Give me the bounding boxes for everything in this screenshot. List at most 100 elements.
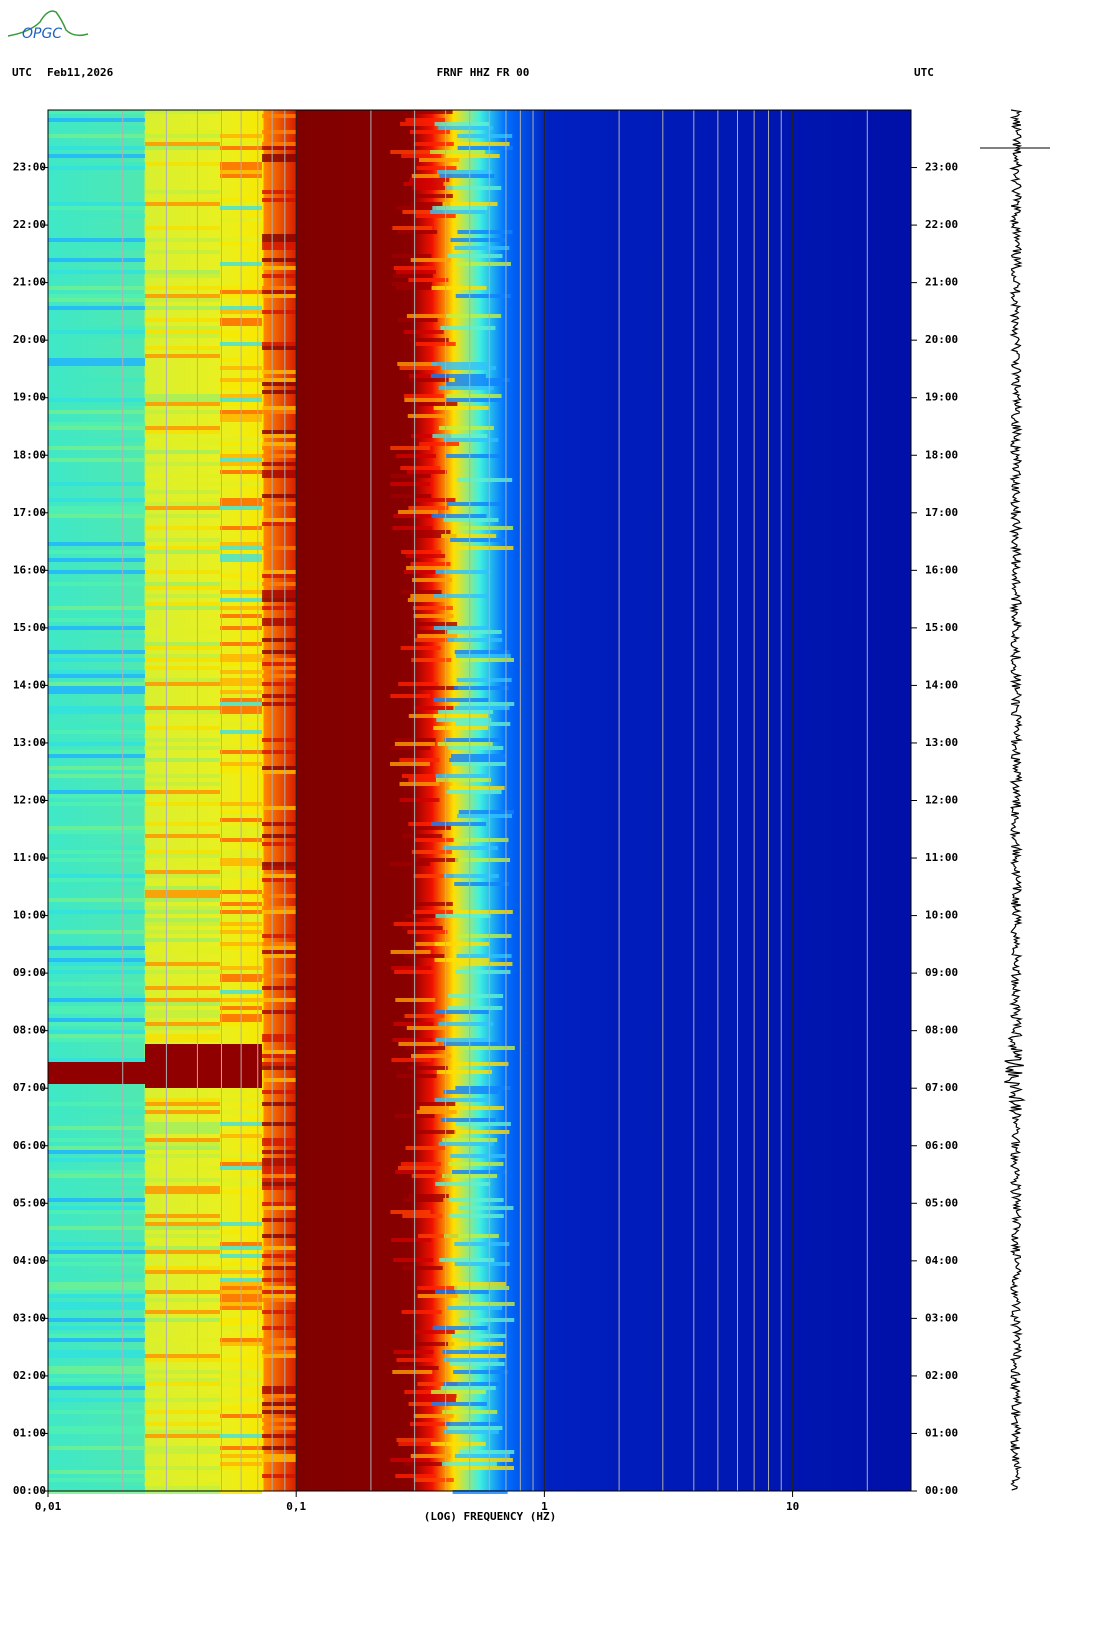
- spectrogram-stripe: [145, 1146, 220, 1150]
- plot-frame: [47, 109, 912, 1492]
- spectrogram-stripe: [145, 134, 220, 138]
- spectrogram-stripe: [392, 526, 433, 530]
- spectrogram-stripe: [145, 550, 220, 554]
- spectrogram-stripe: [395, 1170, 436, 1174]
- y-tick-label-left: 02:00: [13, 1369, 46, 1382]
- spectrogram-stripe: [145, 710, 220, 714]
- spectrogram-stripe: [455, 1086, 511, 1090]
- spectrogram-stripe: [48, 154, 145, 158]
- spectrogram-stripe: [390, 1210, 431, 1214]
- spectrogram-stripe: [145, 334, 220, 338]
- spectrogram-stripe: [262, 842, 296, 846]
- spectrogram-stripe: [404, 954, 445, 958]
- spectrogram-stripe: [262, 146, 296, 150]
- spectrogram-stripe: [262, 1246, 296, 1250]
- spectrogram-stripe: [145, 1466, 220, 1470]
- spectrogram-stripe: [48, 286, 145, 290]
- spectrogram-stripe: [145, 1266, 220, 1270]
- spectrogram-stripe: [262, 242, 296, 246]
- spectrogram-stripe: [391, 282, 432, 286]
- y-tick-label-left: 05:00: [13, 1196, 46, 1209]
- spectrogram-stripe: [457, 910, 513, 914]
- spectrogram-stripe: [48, 1386, 145, 1390]
- spectrogram-stripe: [145, 1310, 220, 1314]
- spectrogram-stripe: [412, 194, 453, 198]
- spectrogram-stripe: [145, 1338, 220, 1342]
- spectrogram-stripe: [145, 330, 220, 334]
- spectrogram-stripe: [48, 930, 145, 934]
- spectrogram-stripe: [262, 522, 296, 526]
- spectrogram-stripe: [48, 334, 145, 338]
- y-tick-label-right: 22:00: [925, 218, 958, 231]
- spectrogram-stripe: [262, 974, 296, 978]
- y-tick-label-right: 01:00: [925, 1426, 958, 1439]
- chart-title: FRNF HHZ FR 00: [437, 66, 530, 79]
- spectrogram-stripe: [459, 1302, 515, 1306]
- spectrogram-stripe: [48, 958, 145, 962]
- spectrogram-stripe: [417, 402, 458, 406]
- spectrogram-stripe: [145, 862, 220, 866]
- spectrogram-stripe: [145, 1270, 220, 1274]
- spectrogram-stripe: [48, 1030, 145, 1034]
- spectrogram-stripe: [48, 830, 145, 834]
- spectrogram-stripe: [48, 982, 145, 986]
- spectrogram-stripe: [262, 246, 296, 250]
- spectrogram-stripe: [458, 526, 514, 530]
- spectrogram-stripe: [262, 1182, 296, 1186]
- y-tick-label-right: 02:00: [925, 1369, 958, 1382]
- spectrogram-stripe: [262, 1162, 296, 1166]
- spectrogram-stripe: [262, 1446, 296, 1450]
- spectrogram-stripe: [48, 1186, 145, 1190]
- spectrogram-stripe: [145, 398, 220, 402]
- spectrogram-stripe: [450, 538, 506, 542]
- spectrogram-stripe: [454, 882, 510, 886]
- spectrogram-stripe: [438, 126, 494, 130]
- spectrogram-stripe: [48, 206, 145, 210]
- spectrogram-stripe: [145, 474, 220, 478]
- spectrogram-stripe: [262, 1354, 296, 1358]
- spectrogram-stripe: [145, 950, 220, 954]
- spectrogram-stripe: [220, 1490, 262, 1494]
- spectrogram-stripe: [48, 802, 145, 806]
- spectrogram-stripe: [262, 1338, 296, 1342]
- spectrogram-stripe: [262, 114, 296, 118]
- spectrogram-stripe: [433, 714, 489, 718]
- spectrogram-stripe: [145, 870, 220, 874]
- spectrogram-stripe: [262, 738, 296, 742]
- x-axis-label: (LOG) FREQUENCY (HZ): [424, 1510, 556, 1523]
- spectrogram-stripe: [393, 266, 434, 270]
- spectrogram-stripe: [48, 426, 145, 430]
- spectrogram-stripe: [412, 578, 453, 582]
- spectrogram-stripe: [407, 598, 448, 602]
- y-tick-label-left: 03:00: [13, 1311, 46, 1324]
- spectrogram-stripe: [262, 446, 296, 450]
- spectrogram-stripe: [262, 570, 296, 574]
- spectrogram-stripe: [440, 1118, 496, 1122]
- spectrogram-stripe: [448, 746, 504, 750]
- spectrogram-stripe: [145, 538, 220, 542]
- spectrogram-stripe: [145, 1214, 220, 1218]
- spectrogram-stripe: [145, 326, 220, 330]
- spectrogram-stripe: [412, 902, 453, 906]
- spectrogram-stripe: [448, 994, 504, 998]
- spectrogram-stripe: [262, 834, 296, 838]
- spectrogram-stripe: [390, 446, 431, 450]
- spectrogram-stripe: [48, 1058, 145, 1062]
- spectrogram-stripe: [438, 710, 494, 714]
- spectrogram-stripe: [262, 158, 296, 162]
- y-tick-label-right: 09:00: [925, 966, 958, 979]
- spectrogram-stripe: [262, 1326, 296, 1330]
- spectrogram-stripe: [262, 874, 296, 878]
- y-tick-label-right: 15:00: [925, 621, 958, 634]
- spectrogram-stripe: [145, 802, 220, 806]
- spectrogram-stripe: [411, 1054, 452, 1058]
- spectrogram-stripe: [403, 1198, 444, 1202]
- spectrogram-stripe: [262, 1406, 296, 1410]
- spectrogram-stripe: [448, 1214, 504, 1218]
- spectrogram-stripe: [444, 154, 500, 158]
- spectrogram-stripe: [145, 986, 220, 990]
- spectrogram-stripe: [145, 346, 220, 350]
- spectrogram-stripe: [145, 490, 220, 494]
- spectrogram-stripe: [408, 338, 449, 342]
